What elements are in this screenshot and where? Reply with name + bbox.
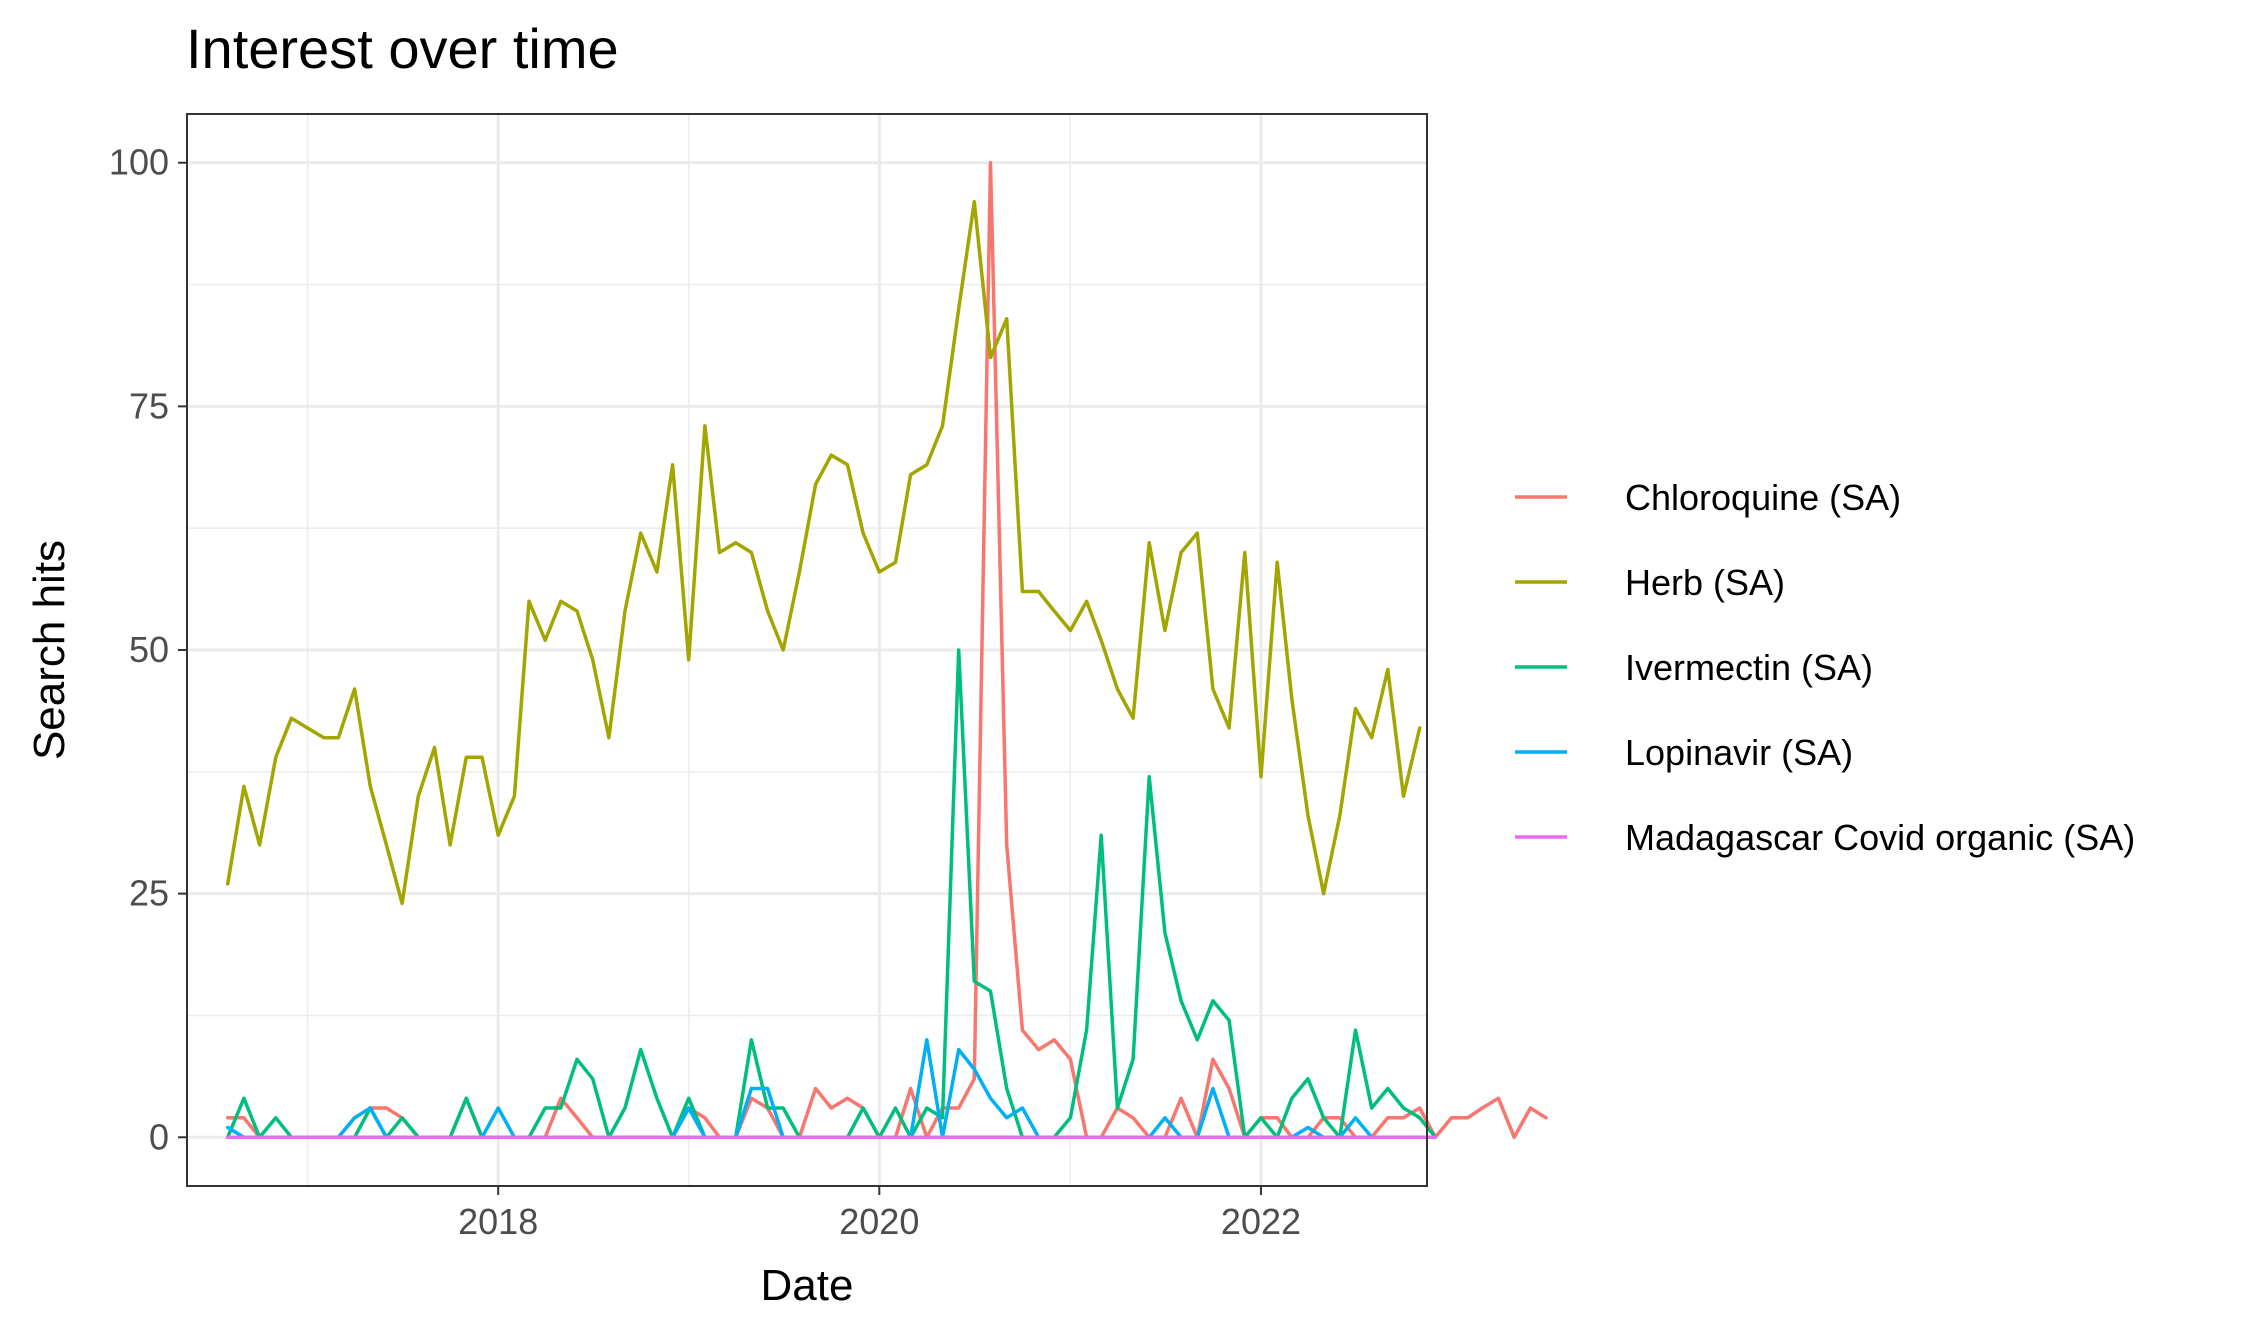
x-axis: 2018 2020 2022 [458,1186,1301,1242]
series-line-herb-sa [225,199,1422,906]
y-axis-title: Search hits [25,540,74,760]
y-tick-label: 25 [129,873,169,914]
y-tick-label: 0 [149,1116,169,1157]
x-tick-label: 2020 [839,1201,919,1242]
legend-label-herb-sa: Herb (SA) [1625,562,1785,603]
series-lines [225,160,1548,1140]
x-axis-title: Date [761,1261,854,1310]
y-tick-label: 100 [109,142,169,183]
legend-label-chloroquine-sa: Chloroquine (SA) [1625,477,1901,518]
legend-label-madagascar-covid-organic-sa: Madagascar Covid organic (SA) [1625,817,2135,858]
y-axis: 0 25 50 75 100 [109,142,187,1157]
y-tick-label: 50 [129,629,169,670]
legend-label-ivermectin-sa: Ivermectin (SA) [1625,647,1873,688]
chart-title: Interest over time [186,17,619,80]
legend: Chloroquine (SA) Herb (SA) Ivermectin (SA)… [1515,477,2135,858]
grid [187,114,1427,1186]
legend-label-lopinavir-sa: Lopinavir (SA) [1625,732,1853,773]
x-tick-label: 2018 [458,1201,538,1242]
x-tick-label: 2022 [1221,1201,1301,1242]
y-tick-label: 75 [129,385,169,426]
